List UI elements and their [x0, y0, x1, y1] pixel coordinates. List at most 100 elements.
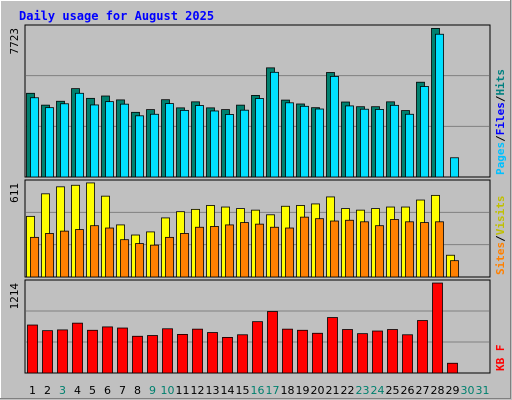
day-label-15: 15 — [236, 384, 250, 397]
day-label-10: 10 — [161, 384, 175, 397]
day-label-31: 31 — [476, 384, 490, 397]
chart-title: Daily usage for August 2025 — [19, 9, 214, 23]
panel-visits-sites: 611 Sites/Visits — [8, 179, 507, 278]
day-label-4: 4 — [74, 384, 81, 397]
bar-sites-day-2 — [45, 233, 54, 278]
bar-kb-f-day-18 — [282, 328, 293, 374]
legend: Pages/Files/Hits — [494, 69, 507, 175]
bar-kb-f-day-12 — [192, 328, 203, 374]
bar-files-day-11 — [180, 109, 189, 178]
panel-kbytes: 1214 KB F — [8, 279, 507, 374]
bar-kb-f-day-14 — [222, 336, 233, 374]
bar-files-day-16 — [255, 98, 264, 178]
day-label-17: 17 — [266, 384, 280, 397]
legend-item-1: Files — [494, 102, 507, 135]
day-label-8: 8 — [134, 384, 141, 397]
legend: KB F — [494, 345, 507, 372]
bar-kb-f-day-7 — [117, 327, 128, 374]
bar-files-day-6 — [105, 101, 114, 178]
bar-sites-day-27 — [420, 222, 429, 278]
bar-sites-day-21 — [330, 220, 339, 278]
bar-kb-f-day-25 — [387, 329, 398, 374]
bar-sites-day-4 — [75, 229, 84, 278]
bar-files-day-25 — [390, 104, 399, 178]
bar-kb-f-day-26 — [402, 334, 413, 374]
bar-kb-f-day-10 — [162, 328, 173, 374]
bar-sites-day-1 — [30, 236, 39, 278]
bar-sites-day-19 — [300, 216, 309, 278]
bar-files-day-10 — [165, 103, 174, 178]
bar-sites-day-6 — [105, 227, 114, 278]
day-label-7: 7 — [119, 384, 126, 397]
bar-files-day-9 — [150, 113, 159, 178]
bar-files-day-24 — [375, 109, 384, 178]
bar-files-day-23 — [360, 108, 369, 178]
bar-kb-f-day-22 — [342, 329, 353, 374]
bar-sites-day-17 — [270, 226, 279, 278]
bar-sites-day-25 — [390, 219, 399, 278]
bar-kb-f-day-24 — [372, 330, 383, 374]
bar-files-day-28 — [435, 33, 444, 178]
bar-kb-f-day-21 — [327, 317, 338, 374]
bar-kb-f-day-19 — [297, 329, 308, 374]
day-label-18: 18 — [281, 384, 295, 397]
day-label-19: 19 — [296, 384, 310, 397]
bar-sites-day-7 — [120, 239, 129, 278]
bar-kb-f-day-8 — [132, 335, 143, 374]
bar-sites-day-15 — [240, 222, 249, 278]
y-max-label: 1214 — [8, 283, 21, 310]
bar-kb-f-day-6 — [102, 326, 113, 374]
bar-files-day-27 — [420, 86, 429, 178]
bar-files-day-26 — [405, 113, 414, 178]
bar-kb-f-day-1 — [27, 324, 38, 374]
bar-sites-day-12 — [195, 226, 204, 278]
bar-kb-f-day-3 — [57, 329, 68, 374]
bar-kb-f-day-2 — [42, 330, 53, 374]
bar-kb-f-day-4 — [72, 322, 83, 374]
bar-files-day-12 — [195, 105, 204, 178]
bar-kb-f-day-29 — [447, 362, 458, 374]
bar-sites-day-14 — [225, 224, 234, 278]
day-label-28: 28 — [431, 384, 445, 397]
bar-kb-f-day-9 — [147, 335, 158, 374]
bar-sites-day-13 — [210, 226, 219, 278]
day-label-26: 26 — [401, 384, 415, 397]
day-label-29: 29 — [446, 384, 460, 397]
bar-files-day-3 — [60, 103, 69, 178]
bar-files-day-5 — [90, 104, 99, 178]
day-label-21: 21 — [326, 384, 340, 397]
day-label-24: 24 — [371, 384, 385, 397]
bar-kb-f-day-5 — [87, 329, 98, 374]
day-label-9: 9 — [149, 384, 156, 397]
bar-files-day-8 — [135, 115, 144, 178]
day-label-27: 27 — [416, 384, 430, 397]
legend-item-1: / — [494, 235, 507, 242]
day-label-30: 30 — [461, 384, 475, 397]
bar-sites-day-11 — [180, 233, 189, 278]
bar-kb-f-day-15 — [237, 334, 248, 374]
day-label-2: 2 — [44, 384, 51, 397]
bar-kb-f-day-13 — [207, 332, 218, 374]
day-label-12: 12 — [191, 384, 205, 397]
legend: Sites/Visits — [494, 196, 507, 276]
legend-item-2: Hits — [494, 69, 507, 96]
bar-kb-f-day-23 — [357, 333, 368, 374]
bar-sites-day-20 — [315, 218, 324, 278]
day-label-1: 1 — [29, 384, 36, 397]
bar-kb-f-day-16 — [252, 321, 263, 374]
day-label-16: 16 — [251, 384, 265, 397]
bar-files-day-21 — [330, 75, 339, 178]
bar-sites-day-26 — [405, 221, 414, 278]
bar-files-day-29 — [450, 157, 459, 178]
bar-kb-f-day-27 — [417, 320, 428, 374]
bar-sites-day-16 — [255, 223, 264, 278]
day-label-13: 13 — [206, 384, 220, 397]
day-label-5: 5 — [89, 384, 96, 397]
bar-files-day-7 — [120, 103, 129, 178]
bar-files-day-17 — [270, 71, 279, 178]
bar-sites-day-18 — [285, 227, 294, 278]
y-max-label: 7723 — [8, 28, 21, 55]
